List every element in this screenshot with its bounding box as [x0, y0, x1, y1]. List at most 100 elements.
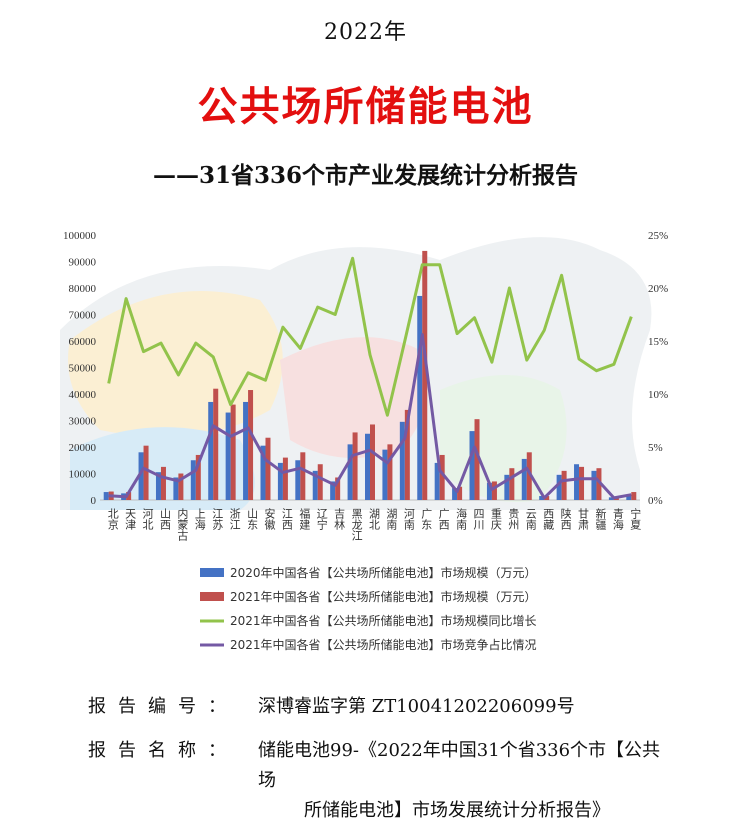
bar-2020-market-size [365, 433, 370, 500]
bar-2020-market-size [155, 472, 161, 500]
category-label: 四川 [472, 508, 485, 530]
category-label: 吉林 [333, 508, 346, 530]
category-label: 北京 [106, 508, 119, 531]
bar-2020-market-size [190, 460, 196, 500]
right-axis-tick-label: 20% [648, 283, 668, 295]
category-label: 广东 [420, 508, 433, 530]
category-label: 天津 [124, 508, 137, 530]
category-label: 甘肃 [577, 508, 590, 531]
bar-2020-market-size [208, 401, 214, 500]
bar-2021-market-size [335, 477, 341, 500]
bar-2020-market-size [277, 462, 283, 500]
bar-2020-market-size [539, 496, 545, 500]
left-axis-tick-label: 90000 [69, 257, 97, 269]
report-number-row: 报告编号： 深博睿监字第 ZT10041202206099号 [88, 692, 575, 718]
bar-2021-market-size [491, 481, 497, 500]
category-label: 陕西 [559, 507, 572, 530]
bar-2021-market-size [126, 492, 132, 500]
report-subtitle: ——31省336个市产业发展统计分析报告 [152, 162, 579, 189]
right-axis-tick-label: 25% [648, 230, 668, 242]
bar-2021-market-size [561, 470, 567, 500]
category-label: 浙江 [228, 508, 241, 530]
bar-2020-market-size [103, 492, 109, 500]
bar-2020-market-size [504, 474, 510, 500]
category-label: 广西 [437, 508, 450, 530]
category-label: 宁夏 [629, 507, 642, 530]
category-label: 辽宁 [315, 508, 328, 530]
category-label: 山西 [158, 508, 171, 530]
report-name-line2: 所储能电池】市场发展统计分析报告》 [304, 800, 610, 821]
legend-entry: 2021年中国各省【公共场所储能电池】市场规模同比增长 [230, 613, 537, 628]
category-label: 湖北 [368, 508, 381, 530]
category-label: 海南 [455, 507, 468, 530]
category-label: 内蒙古 [176, 507, 189, 541]
bar-2020-market-size [399, 421, 405, 500]
legend-swatch [200, 592, 224, 601]
bar-2021-market-size [526, 452, 532, 500]
left-axis-tick-label: 70000 [69, 310, 97, 322]
bar-2020-market-size [330, 481, 336, 500]
category-label: 山东 [246, 508, 259, 530]
bar-2021-market-size [160, 466, 166, 500]
bar-2020-market-size [173, 477, 179, 500]
left-axis-tick-label: 0 [91, 495, 97, 507]
category-label: 云南 [524, 508, 537, 530]
left-axis-tick-label: 100000 [63, 230, 97, 242]
market-share-line [108, 333, 632, 500]
bar-2021-market-size [631, 492, 637, 500]
bar-2021-market-size [213, 388, 219, 500]
bar-2021-market-size [544, 496, 550, 500]
bar-2020-market-size [434, 462, 440, 500]
left-axis-tick-label: 30000 [69, 416, 97, 428]
bar-2021-market-size [265, 437, 271, 500]
left-axis-tick-label: 10000 [69, 469, 97, 481]
bar-2020-market-size [469, 431, 475, 500]
bar-2020-market-size [138, 452, 144, 500]
growth-rate-line [107, 256, 633, 417]
report-name-row: 报告名称： 储能电池99-《2022年中国31个省336个市【公共场 所储能电池】市… [88, 736, 678, 826]
bar-2021-market-size [282, 457, 288, 500]
bar-2020-market-size [591, 470, 597, 500]
bar-2020-market-size [486, 482, 492, 500]
category-label: 安徽 [263, 507, 276, 531]
bar-2020-market-size [626, 494, 632, 500]
province-market-chart: 0 10000 20000 30000 40000 50000 60000 70000 8000… [60, 230, 668, 652]
bar-2020-market-size [608, 497, 614, 500]
left-axis-tick-label: 20000 [69, 442, 97, 454]
bar-2020-market-size [574, 464, 580, 500]
right-axis-tick-label: 0% [648, 495, 663, 507]
report-title: 公共场所储能电池 [197, 83, 534, 130]
bar-2021-market-size [317, 464, 323, 500]
bar-2020-market-size [556, 474, 562, 500]
category-label: 河南 [402, 508, 415, 530]
bar-2021-market-size [352, 432, 358, 500]
right-axis-tick-label: 5% [648, 442, 663, 454]
category-label: 黑龙江 [350, 508, 363, 541]
legend-swatch [200, 568, 224, 577]
bar-2020-market-size [260, 445, 266, 500]
right-axis-tick-label: 15% [648, 336, 668, 348]
bar-2021-market-size [143, 445, 149, 500]
report-number-value: 深博睿监字第 ZT10041202206099号 [258, 696, 575, 717]
bar-2020-market-size [225, 412, 231, 500]
right-axis-tick-label: 10% [648, 389, 668, 401]
bar-2020-market-size [452, 488, 458, 500]
category-label: 河北 [141, 508, 154, 530]
bar-2020-market-size [295, 460, 301, 500]
bar-2020-market-size [347, 444, 353, 500]
bar-2020-market-size [243, 401, 249, 500]
bar-2020-market-size [312, 470, 318, 500]
category-label: 上海 [193, 508, 206, 531]
category-label: 贵州 [507, 508, 520, 530]
bar-2021-market-size [248, 390, 254, 500]
bar-2021-market-size [404, 409, 410, 500]
report-name-label: 报告名称： [88, 740, 238, 761]
category-label: 江西 [280, 508, 293, 530]
category-label: 青海 [611, 508, 624, 531]
category-label: 湖南 [385, 508, 398, 530]
report-number-label: 报告编号： [88, 696, 238, 717]
category-label: 重庆 [489, 507, 502, 531]
bar-2021-market-size [230, 404, 236, 500]
bar-2021-market-size [509, 468, 515, 500]
bar-2020-market-size [521, 458, 527, 500]
